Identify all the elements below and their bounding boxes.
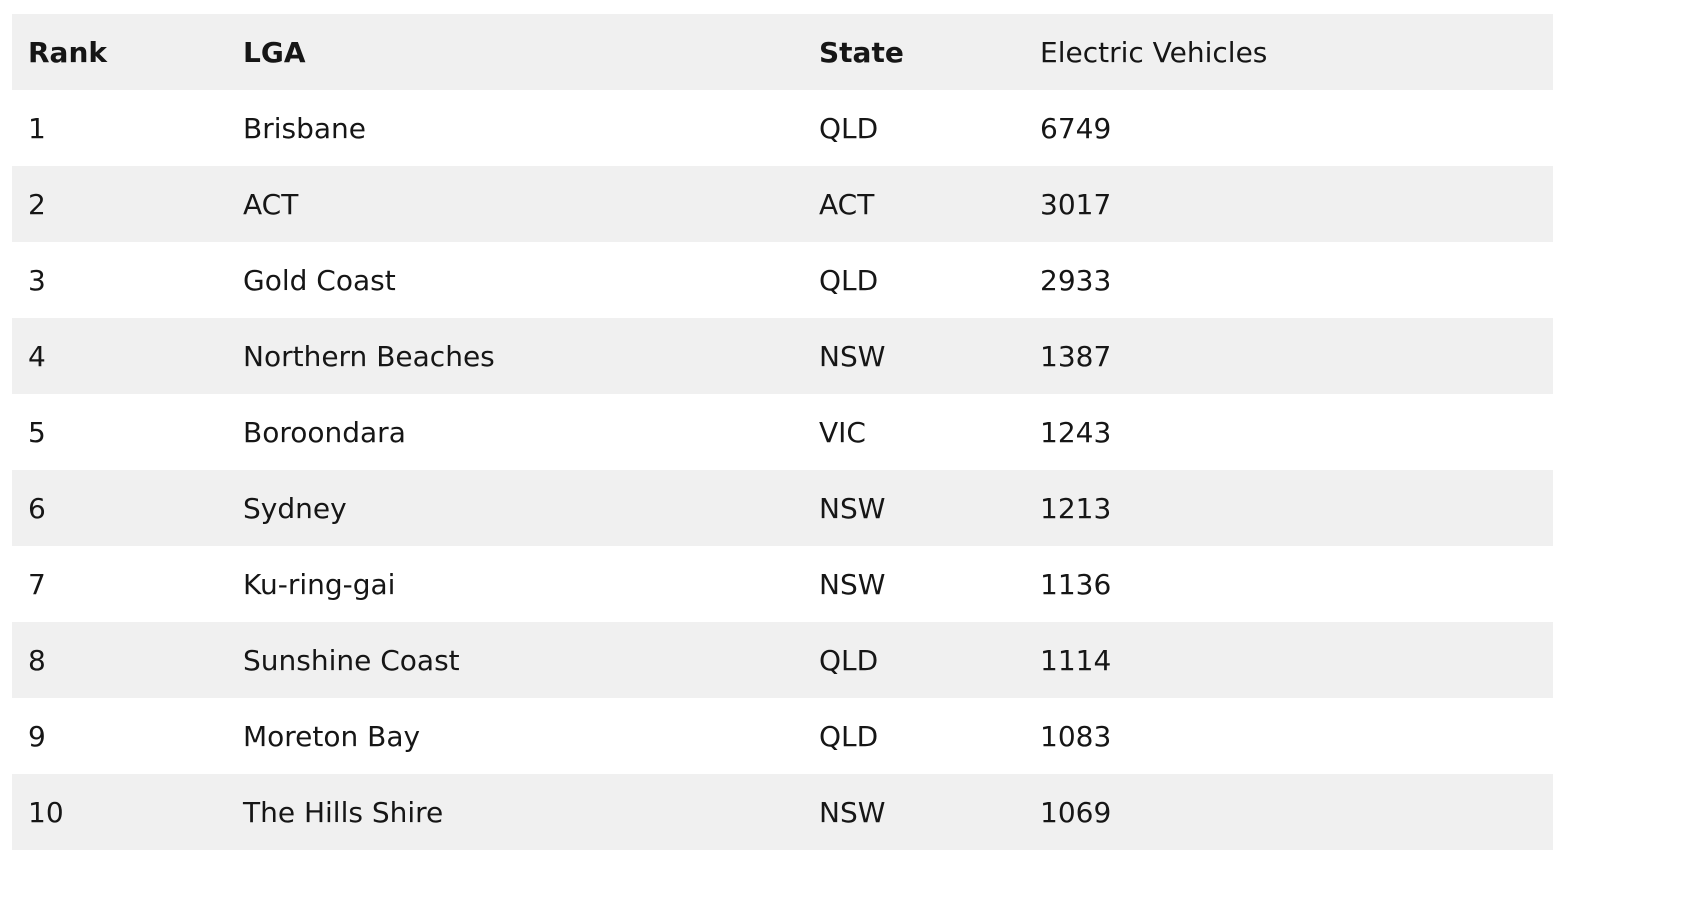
cell-rank: 5 [28,415,46,449]
table-row: 10 The Hills Shire NSW 1069 [12,774,1553,850]
cell-electric-vehicles: 1069 [1040,795,1112,829]
header-state: State [819,35,904,69]
cell-rank: 4 [28,339,46,373]
table-row: 3 Gold Coast QLD 2933 [12,242,1553,318]
ev-ranking-table: Rank LGA State Electric Vehicles 1 Brisb… [12,14,1553,850]
cell-state: VIC [819,415,866,449]
cell-lga: ACT [243,187,299,221]
cell-state: NSW [819,567,886,601]
cell-lga: Northern Beaches [243,339,495,373]
cell-rank: 10 [28,795,64,829]
cell-rank: 6 [28,491,46,525]
cell-electric-vehicles: 1243 [1040,415,1112,449]
cell-electric-vehicles: 3017 [1040,187,1112,221]
cell-lga: Boroondara [243,415,406,449]
cell-rank: 8 [28,643,46,677]
header-rank: Rank [28,35,108,69]
table-row: 4 Northern Beaches NSW 1387 [12,318,1553,394]
cell-state: NSW [819,795,886,829]
cell-lga: Sunshine Coast [243,643,460,677]
cell-rank: 7 [28,567,46,601]
table-row: 5 Boroondara VIC 1243 [12,394,1553,470]
table-row: 8 Sunshine Coast QLD 1114 [12,622,1553,698]
cell-state: QLD [819,111,879,145]
table-body: 1 Brisbane QLD 6749 2 ACT ACT 3017 3 Gol… [12,90,1553,850]
cell-state: ACT [819,187,875,221]
cell-electric-vehicles: 6749 [1040,111,1112,145]
cell-electric-vehicles: 1136 [1040,567,1112,601]
cell-state: NSW [819,339,886,373]
cell-electric-vehicles: 2933 [1040,263,1112,297]
cell-rank: 2 [28,187,46,221]
cell-state: QLD [819,263,879,297]
cell-state: NSW [819,491,886,525]
cell-state: QLD [819,643,879,677]
cell-electric-vehicles: 1213 [1040,491,1112,525]
table-row: 1 Brisbane QLD 6749 [12,90,1553,166]
cell-electric-vehicles: 1083 [1040,719,1112,753]
cell-rank: 1 [28,111,46,145]
table-row: 7 Ku-ring-gai NSW 1136 [12,546,1553,622]
cell-rank: 3 [28,263,46,297]
table-header: Rank LGA State Electric Vehicles [12,14,1553,90]
header-electric-vehicles: Electric Vehicles [1040,35,1268,69]
header-lga: LGA [243,35,306,69]
cell-lga: Ku-ring-gai [243,567,396,601]
table-row: 9 Moreton Bay QLD 1083 [12,698,1553,774]
table-row: 2 ACT ACT 3017 [12,166,1553,242]
cell-rank: 9 [28,719,46,753]
ev-ranking-table-container: Rank LGA State Electric Vehicles 1 Brisb… [12,14,1553,850]
cell-lga: Gold Coast [243,263,396,297]
cell-lga: Moreton Bay [243,719,421,753]
cell-lga: The Hills Shire [243,795,444,829]
cell-state: QLD [819,719,879,753]
cell-lga: Sydney [243,491,347,525]
cell-lga: Brisbane [243,111,366,145]
cell-electric-vehicles: 1387 [1040,339,1112,373]
table-row: 6 Sydney NSW 1213 [12,470,1553,546]
header-row: Rank LGA State Electric Vehicles [12,14,1553,90]
cell-electric-vehicles: 1114 [1040,643,1112,677]
